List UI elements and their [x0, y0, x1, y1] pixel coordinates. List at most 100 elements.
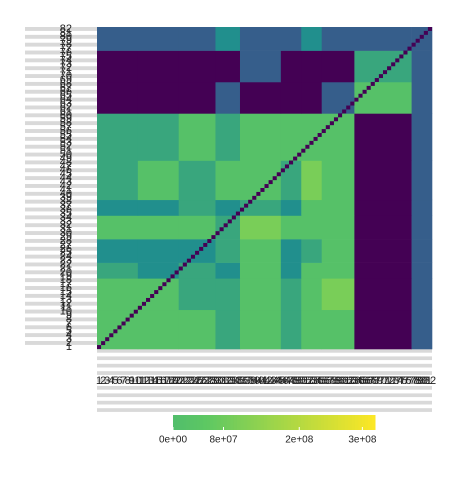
label-stripe	[25, 207, 97, 212]
label-stripe	[25, 270, 97, 275]
heat-cell	[137, 199, 180, 216]
heat-cell	[321, 113, 355, 161]
heat-cell	[97, 50, 139, 83]
diagonal-cell	[427, 27, 432, 31]
y-tick-label: 17	[60, 278, 72, 290]
heat-cell	[178, 215, 216, 240]
y-tick-label: 37	[60, 200, 72, 212]
y-tick-label: 53	[60, 137, 72, 149]
y-tick-label: 20	[60, 266, 72, 278]
x-tick-label: 46	[277, 375, 289, 387]
y-tick-label: 35	[60, 207, 72, 219]
y-tick-label: 12	[60, 298, 72, 310]
label-stripe	[25, 50, 97, 55]
heat-cell	[178, 262, 216, 279]
diagonal-cell	[117, 325, 122, 330]
colorbar-segment	[284, 415, 288, 430]
heat-cell	[411, 262, 433, 279]
heat-cell	[411, 81, 433, 114]
label-stripe	[25, 74, 97, 78]
heat-cell	[280, 278, 302, 311]
heat-cell	[280, 262, 302, 279]
x-tick-label: 1	[96, 375, 102, 387]
x-tick-label: 35	[232, 375, 244, 387]
y-tick-label: 4	[66, 329, 72, 341]
colorbar-segment	[179, 415, 184, 430]
y-tick-label: 74	[60, 54, 72, 66]
diagonal-cell	[305, 144, 310, 149]
heat-cell	[411, 160, 433, 201]
heat-cell	[301, 278, 322, 311]
heat-cell	[321, 199, 355, 216]
label-stripe	[25, 176, 97, 181]
colorbar-segment	[304, 415, 309, 430]
y-tick-label: 76	[60, 46, 72, 58]
diagonal-cell	[395, 58, 400, 63]
x-tick-label: 67	[363, 375, 375, 387]
heat-cell	[239, 239, 282, 263]
heat-cell	[321, 278, 355, 311]
y-tick-label: 11	[61, 302, 72, 314]
diagonal-cell	[162, 282, 167, 287]
x-tick-label: 57	[322, 375, 334, 387]
y-tick-label: 50	[60, 149, 72, 161]
heat-cell	[97, 278, 139, 311]
colorbar-segment	[348, 415, 352, 430]
heat-cell	[301, 239, 322, 263]
y-tick-label: 5	[66, 325, 72, 337]
label-stripe	[97, 356, 432, 361]
x-tick-label: 70	[375, 375, 387, 387]
diagonal-cell	[190, 254, 196, 259]
y-tick-label: 28	[60, 235, 72, 247]
x-tick-label: 30	[211, 375, 223, 387]
diagonal-cell	[358, 93, 363, 98]
label-stripe	[25, 58, 97, 63]
colorbar-segment	[371, 415, 376, 430]
y-tick-label: 59	[60, 113, 72, 125]
heat-cell	[137, 239, 180, 263]
heat-cell	[178, 199, 216, 216]
y-tick-label: 71	[60, 66, 72, 78]
colorbar-segment	[236, 415, 241, 430]
y-tick-label: 52	[60, 141, 72, 153]
y-tick-label: 42	[60, 180, 72, 192]
y-tick-label: 58	[60, 117, 72, 129]
y-tick-label: 26	[60, 243, 72, 255]
colorbar-segment	[173, 415, 177, 430]
y-tick-label: 1	[66, 341, 72, 353]
heat-cell	[411, 239, 433, 263]
diagonal-cell	[146, 297, 151, 302]
label-stripe	[25, 144, 97, 149]
x-tick-label: 17	[158, 375, 170, 387]
x-tick-label: 45	[273, 375, 285, 387]
heat-cell	[215, 81, 241, 114]
heat-cell	[301, 160, 322, 201]
x-tick-label: 44	[269, 375, 281, 387]
heat-cell	[354, 239, 412, 263]
diagonal-cell	[125, 317, 130, 322]
diagonal-cell	[137, 305, 142, 310]
diagonal-cell	[276, 172, 281, 177]
x-tick-label: 51	[297, 375, 309, 387]
y-tick-label: 23	[60, 255, 72, 267]
colorbar-segment	[300, 415, 305, 430]
label-stripe	[97, 408, 432, 412]
x-tick-label: 25	[191, 375, 203, 387]
diagonal-cell	[382, 70, 388, 75]
y-tick-label: 77	[60, 43, 72, 55]
y-tick-label: 62	[60, 101, 72, 113]
y-tick-label: 46	[60, 164, 72, 176]
x-tick-label: 20	[171, 375, 183, 387]
x-tick-label: 24	[187, 375, 199, 387]
x-tick-label: 56	[318, 375, 330, 387]
heat-cell	[411, 278, 433, 311]
heat-cell	[354, 278, 412, 311]
diagonal-cell	[289, 160, 294, 165]
x-tick-label: 3	[104, 375, 110, 387]
x-tick-label: 53	[305, 375, 317, 387]
x-tick-label: 18	[162, 375, 174, 387]
colorbar-segment	[176, 415, 181, 430]
x-tick-label: 14	[146, 375, 158, 387]
label-stripe	[97, 393, 432, 398]
colorbar-segment	[321, 415, 325, 430]
